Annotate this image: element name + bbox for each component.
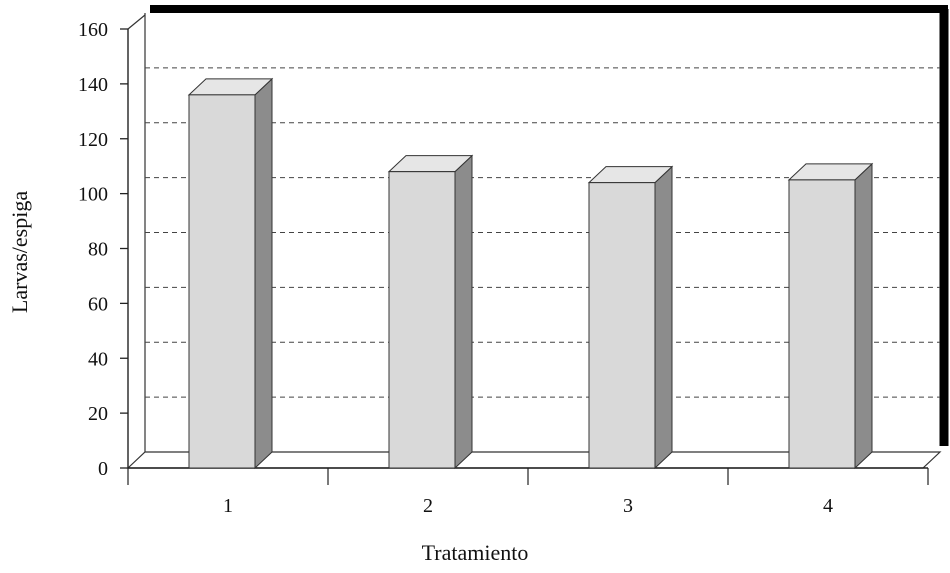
- x-tick-label: 4: [823, 495, 833, 517]
- bar: [187, 77, 274, 470]
- bar-front-face: [388, 171, 456, 469]
- bar: [587, 165, 674, 470]
- y-tick-label: 120: [78, 129, 108, 151]
- bar-side-face: [654, 165, 673, 470]
- bar-front-face: [788, 179, 856, 469]
- bar-side-face: [454, 154, 473, 470]
- y-tick-label: 60: [88, 293, 108, 315]
- y-tick-label: 0: [98, 458, 108, 480]
- bar-front-face: [188, 94, 256, 469]
- y-tick-label: 80: [88, 239, 108, 261]
- y-axis-title-text: Larvas/espiga: [7, 190, 32, 314]
- x-axis-title: Tratamiento: [421, 540, 529, 565]
- x-tick-label: 2: [423, 495, 433, 517]
- y-tick-label: 20: [88, 403, 108, 425]
- x-tick-label: 3: [623, 495, 633, 517]
- wall-top-diagonal: [127, 14, 146, 30]
- y-tick-label: 100: [78, 184, 108, 206]
- y-tick-label: 40: [88, 348, 108, 370]
- y-tick-label: 160: [78, 19, 108, 41]
- y-tick-label: 140: [78, 74, 108, 96]
- bar-side-face: [254, 77, 273, 470]
- bar-front-face: [588, 182, 656, 469]
- bar: [387, 154, 474, 470]
- bar-side-face: [854, 162, 873, 470]
- bar: [787, 162, 874, 470]
- x-tick-label: 1: [223, 495, 233, 517]
